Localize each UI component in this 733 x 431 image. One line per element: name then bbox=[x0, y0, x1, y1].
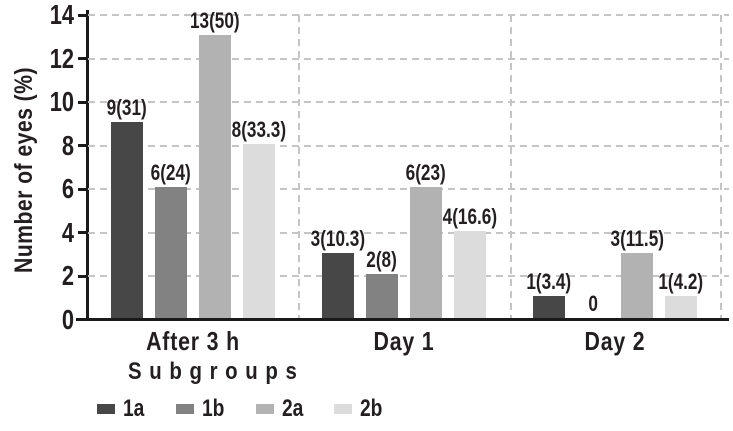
gridline-y-12 bbox=[88, 57, 729, 60]
x-axis-line bbox=[76, 318, 729, 321]
group-separator-1 bbox=[298, 15, 300, 318]
bar-group-day-1: 3(10.3) 2(8) 6(23) 4(16.6) bbox=[298, 15, 510, 318]
y-tick-mark bbox=[78, 13, 88, 17]
y-tick-label: 10 bbox=[49, 86, 74, 118]
x-category-label: After 3 h bbox=[146, 326, 240, 356]
legend-title: Subgroups bbox=[128, 358, 305, 385]
legend-item-2a: 2a bbox=[255, 395, 309, 422]
bar-slot-1b: 2(8) bbox=[366, 249, 398, 318]
y-tick-mark bbox=[78, 144, 88, 148]
plot-area: 9(31) 6(24) 13(50) 8(33.3) 3(10.3) 2(8) 6(23) 4… bbox=[88, 9, 729, 320]
bar-value-label: 13(50) bbox=[190, 7, 240, 33]
bar-slot-2b: 8(33.3) bbox=[232, 118, 286, 318]
legend-label: 2b bbox=[360, 395, 383, 422]
gridline-y-4 bbox=[88, 231, 729, 234]
gridline-y-2 bbox=[88, 275, 729, 278]
bar-value-label: 4(16.6) bbox=[442, 203, 498, 229]
x-category-label: Day 1 bbox=[373, 326, 435, 356]
bar-slot-2a: 3(11.5) bbox=[610, 227, 664, 318]
gridline-y-6 bbox=[88, 188, 729, 191]
bar-slot-2b: 1(4.2) bbox=[659, 271, 703, 318]
y-tick-label: 0 bbox=[61, 304, 74, 335]
y-tick-label: 8 bbox=[61, 129, 74, 161]
legend-swatch-icon bbox=[255, 404, 274, 414]
legend-label: 1a bbox=[123, 395, 145, 422]
bar-value-label: 9(31) bbox=[106, 94, 148, 120]
legend-label: 1b bbox=[201, 395, 225, 422]
legend-swatch-icon bbox=[175, 404, 194, 414]
bar-value-label: 6(23) bbox=[405, 160, 447, 186]
legend-item-2b: 2b bbox=[334, 397, 388, 421]
bar-slot-2b: 4(16.6) bbox=[443, 205, 497, 318]
legend-swatch-icon bbox=[334, 404, 353, 414]
y-tick-mark bbox=[78, 57, 88, 61]
y-tick-mark bbox=[78, 274, 88, 278]
y-axis-line bbox=[86, 10, 89, 321]
bar-value-label: 1(4.2) bbox=[658, 269, 704, 295]
group-separator-2 bbox=[510, 15, 512, 318]
bar-value-label: 8(33.3) bbox=[231, 116, 287, 142]
bar-1a bbox=[533, 296, 565, 318]
bar-2b bbox=[243, 143, 275, 318]
legend: 1a 1b 2a 2b bbox=[97, 397, 388, 421]
bar-2a bbox=[410, 187, 442, 318]
group-separator-3 bbox=[720, 15, 722, 318]
y-tick-mark bbox=[78, 100, 88, 104]
bar-2b bbox=[454, 230, 486, 318]
y-tick-label: 6 bbox=[61, 173, 74, 205]
legend-swatch-icon bbox=[97, 404, 115, 414]
bar-2a bbox=[199, 34, 231, 318]
y-tick-mark bbox=[78, 231, 88, 235]
y-tick-mark bbox=[78, 187, 88, 191]
bar-slot-2a: 6(23) bbox=[406, 162, 446, 318]
legend-label: 2a bbox=[281, 395, 304, 422]
x-category-label: Day 2 bbox=[584, 326, 646, 356]
bar-1b bbox=[366, 274, 398, 318]
bar-value-label: 3(10.3) bbox=[310, 225, 366, 251]
y-tick-label: 14 bbox=[49, 0, 74, 30]
bar-slot-1a: 1(3.4) bbox=[527, 271, 571, 318]
bar-slot-1a: 9(31) bbox=[107, 96, 147, 318]
bar-1a bbox=[111, 121, 143, 318]
bar-value-label: 6(24) bbox=[150, 160, 192, 186]
bar-1b bbox=[155, 187, 187, 318]
bar-1a bbox=[322, 252, 354, 318]
y-tick-label: 2 bbox=[61, 260, 74, 292]
bar-2b bbox=[665, 296, 697, 318]
bar-2a bbox=[621, 252, 653, 318]
legend-item-1b: 1b bbox=[175, 395, 230, 422]
bar-value-label: 2(8) bbox=[366, 247, 398, 273]
legend-item-1a: 1a bbox=[97, 397, 150, 421]
bar-slot-1b: 0 bbox=[577, 293, 609, 318]
y-tick-label: 4 bbox=[61, 216, 74, 248]
bar-value-label: 1(3.4) bbox=[526, 269, 572, 295]
gridline-y-14 bbox=[88, 14, 729, 16]
bar-slot-1b: 6(24) bbox=[151, 162, 191, 318]
bar-slot-1a: 3(10.3) bbox=[311, 227, 365, 318]
gridline-y-10 bbox=[88, 101, 729, 104]
bar-value-label: 0 bbox=[588, 291, 598, 316]
bar-slot-2a: 13(50) bbox=[190, 9, 240, 318]
y-tick-label: 12 bbox=[49, 42, 74, 74]
gridline-y-8 bbox=[88, 144, 729, 147]
bar-value-label: 3(11.5) bbox=[610, 225, 664, 251]
y-axis-label: Number of eyes (%) bbox=[10, 66, 38, 274]
bar-group-after-3-h: 9(31) 6(24) 13(50) 8(33.3) bbox=[88, 9, 298, 318]
bar-group-day-2: 1(3.4) 0 3(11.5) 1(4.2) bbox=[510, 15, 720, 318]
